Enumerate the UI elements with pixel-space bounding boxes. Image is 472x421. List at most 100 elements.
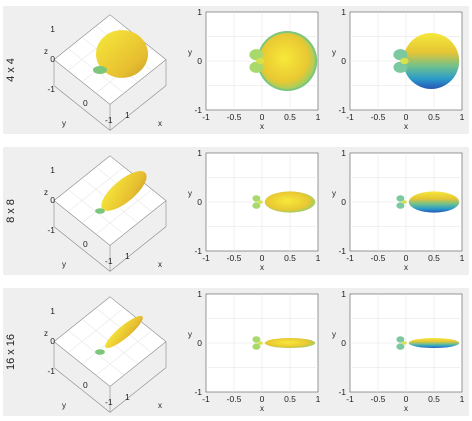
side-lobe [393,61,408,73]
y-tick-label: -1 [338,387,346,397]
x-tick-label: -0.5 [371,394,386,404]
y-tick-label: -1 [194,387,202,397]
x-axis-label: x [260,263,264,272]
surface3d-xlabel: x [158,119,162,128]
surface3d-ztick: 0 [50,54,55,64]
y-axis-label: y [188,48,192,57]
surface3d-zlabel: z [44,188,48,197]
surface3d-edge [109,85,167,131]
surface3d-ylabel: y [62,119,66,128]
x-tick-label: -1 [202,112,210,122]
x-tick-label: 0.5 [428,112,440,122]
surface3d-zlabel: z [44,47,48,56]
surface2d-panel-xy: -1 -0.5 0 0.5 1 1 0 -1 x y [188,148,321,272]
x-tick-label: 0.5 [284,394,296,404]
side-lobe [252,336,261,343]
side-lobe [252,195,261,202]
x-tick-label: -0.5 [227,112,242,122]
x-tick-label: 0.5 [284,112,296,122]
y-tick-label: 1 [197,148,202,158]
surface3d-xtick: 1 [125,251,130,261]
y-axis-label: y [188,330,192,339]
surface3d-edge [53,226,111,272]
side-lobe [258,200,263,204]
side-lobe [396,343,405,350]
surface2d-panel-xy-side: -1 -0.5 0 0.5 1 1 0 -1 x y [332,148,465,272]
surface3d-panel: z 1 0 -1 0 y -1 1 x [44,155,167,272]
row-label: 16 x 16 [5,334,17,370]
surface3d-ztick: 1 [50,165,55,175]
y-tick-label: 0 [341,56,346,66]
side-lobe [258,341,263,345]
surface3d-ztick: -1 [47,366,55,376]
surface3d-xlabel: x [158,260,162,269]
side-lobe [249,61,264,73]
surface3d-xtick: -1 [105,115,113,125]
x-tick-label: 0 [260,112,265,122]
surface3d-side-lobe [93,66,107,74]
surface3d-ztick: 0 [50,336,55,346]
main-lobe [264,337,316,349]
y-tick-label: 0 [197,197,202,207]
side-lobe [249,49,264,61]
x-tick-label: 1 [460,112,465,122]
y-tick-label: -1 [338,246,346,256]
x-tick-label: 0.5 [284,253,296,263]
x-tick-label: 0 [260,253,265,263]
surface3d-panel: z 1 0 -1 0 y -1 1 x [44,14,167,131]
side-lobe [252,202,261,209]
y-tick-label: 0 [197,56,202,66]
y-tick-label: 1 [341,148,346,158]
y-axis-label: y [332,189,336,198]
surface3d-main-lobe [105,315,143,349]
surface3d-xtick: -1 [105,256,113,266]
y-tick-label: 1 [341,7,346,17]
surface2d-panel-xy-side: -1 -0.5 0 0.5 1 1 0 -1 x y [332,289,465,413]
surface3d-ztick: 1 [50,24,55,34]
x-axis-label: x [260,404,264,413]
side-lobe [256,57,265,65]
x-tick-label: -1 [346,112,354,122]
x-tick-label: -1 [202,394,210,404]
x-tick-label: -0.5 [227,253,242,263]
y-tick-label: 0 [197,338,202,348]
main-lobe [259,33,316,89]
side-lobe [252,343,261,350]
x-axis-label: x [260,122,264,131]
surface3d-panel: z 1 0 -1 0 y -1 1 x [44,296,167,413]
surface3d-xtick: 1 [125,392,130,402]
y-tick-label: 1 [341,289,346,299]
x-tick-label: 1 [460,253,465,263]
surface3d-xtick: -1 [105,397,113,407]
x-tick-label: -0.5 [371,112,386,122]
side-lobe [396,195,405,202]
side-lobe [402,341,407,345]
x-tick-label: 1 [460,394,465,404]
side-lobe [396,336,405,343]
x-tick-label: 0 [404,253,409,263]
x-tick-label: -1 [202,253,210,263]
y-axis-label: y [332,48,336,57]
side-lobe [402,200,407,204]
surface3d-side-lobe [95,208,105,214]
surface3d-ytick: 0 [83,98,88,108]
x-tick-label: 0 [404,394,409,404]
surface3d-ylabel: y [62,401,66,410]
y-tick-label: 1 [197,7,202,17]
surface3d-ztick: -1 [47,225,55,235]
side-lobe [396,202,405,209]
surface2d-panel-xy: -1 -0.5 0 0.5 1 1 0 -1 x y [188,7,321,131]
x-tick-label: 1 [316,394,321,404]
y-tick-label: 0 [341,338,346,348]
main-lobe [408,191,460,213]
y-tick-label: 0 [341,197,346,207]
x-tick-label: 1 [316,112,321,122]
y-tick-label: 1 [197,289,202,299]
row-label: 8 x 8 [5,199,17,223]
surface3d-ztick: 1 [50,306,55,316]
side-lobe [393,49,408,61]
surface3d-ylabel: y [62,260,66,269]
surface3d-ytick: 0 [83,380,88,390]
